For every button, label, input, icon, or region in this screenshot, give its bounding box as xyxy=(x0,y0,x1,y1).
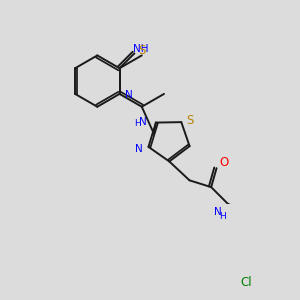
Text: H: H xyxy=(134,119,140,128)
Text: H: H xyxy=(219,212,226,220)
Text: S: S xyxy=(186,114,194,127)
Text: N: N xyxy=(139,117,147,127)
Text: N: N xyxy=(135,144,143,154)
Text: S: S xyxy=(138,44,145,56)
Text: O: O xyxy=(219,156,229,169)
Text: Cl: Cl xyxy=(241,276,252,289)
Text: N: N xyxy=(214,207,221,217)
Text: NH: NH xyxy=(133,44,148,54)
Text: N: N xyxy=(125,90,133,100)
